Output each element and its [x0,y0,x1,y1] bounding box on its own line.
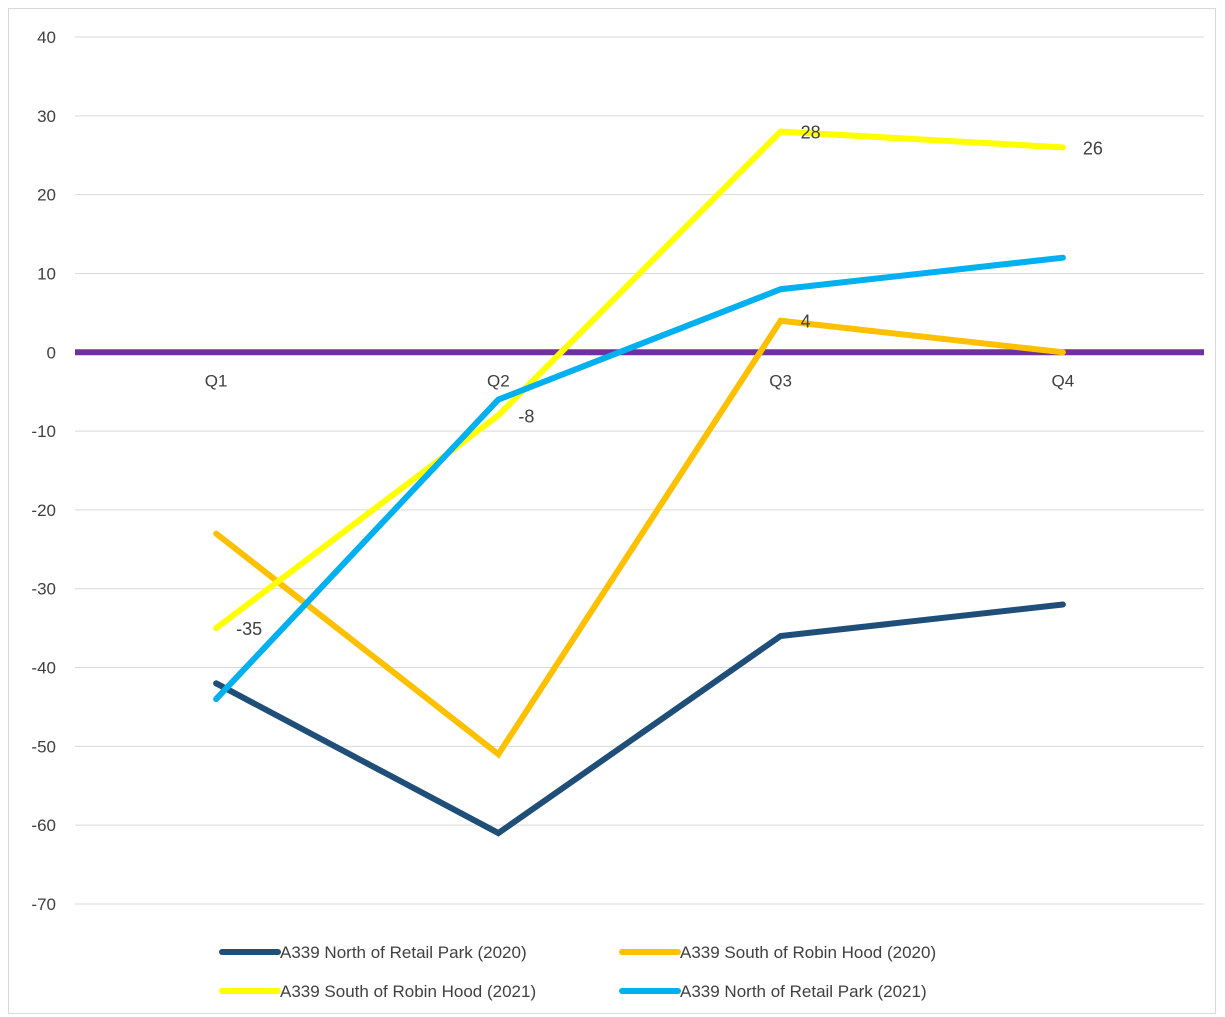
y-tick-label: -50 [31,737,56,756]
y-tick-label: -20 [31,501,56,520]
legend: A339 North of Retail Park (2020) A339 Sou… [219,943,936,1001]
data-labels: 4 -35 -8 28 26 [236,123,1103,640]
y-tick-label: 0 [47,343,56,362]
x-tick-label: Q3 [769,371,792,390]
data-label: 4 [801,312,811,332]
data-label: 28 [801,123,821,143]
series-line [213,128,1066,632]
x-tick-label: Q1 [205,371,228,390]
legend-label: A339 North of Retail Park (2020) [280,943,527,962]
x-axis-tick-labels: Q1 Q2 Q3 Q4 [205,371,1074,390]
y-tick-label: -10 [31,422,56,441]
series-line [213,601,1066,837]
series-lines [213,128,1066,837]
y-tick-label: 40 [37,28,56,47]
x-tick-label: Q4 [1052,371,1075,390]
series-line [213,317,1066,759]
y-tick-label: -70 [31,895,56,914]
legend-label: A339 South of Robin Hood (2020) [680,943,936,962]
x-tick-label: Q2 [487,371,510,390]
y-tick-label: 10 [37,264,56,283]
y-axis-tick-labels: 40 30 20 10 0 -10 -20 -30 -40 -50 -60 -70 [31,28,56,914]
series-line [213,254,1066,703]
gridlines [75,36,1204,905]
y-tick-label: 30 [37,107,56,126]
legend-label: A339 South of Robin Hood (2021) [280,982,536,1001]
y-tick-label: 20 [37,186,56,205]
y-tick-label: -40 [31,659,56,678]
data-label: -8 [518,406,534,426]
data-label: -35 [236,619,262,639]
data-label: 26 [1083,138,1103,158]
y-tick-label: -30 [31,580,56,599]
chart-frame [8,8,1216,1014]
y-tick-label: -60 [31,816,56,835]
legend-label: A339 North of Retail Park (2021) [680,982,927,1001]
